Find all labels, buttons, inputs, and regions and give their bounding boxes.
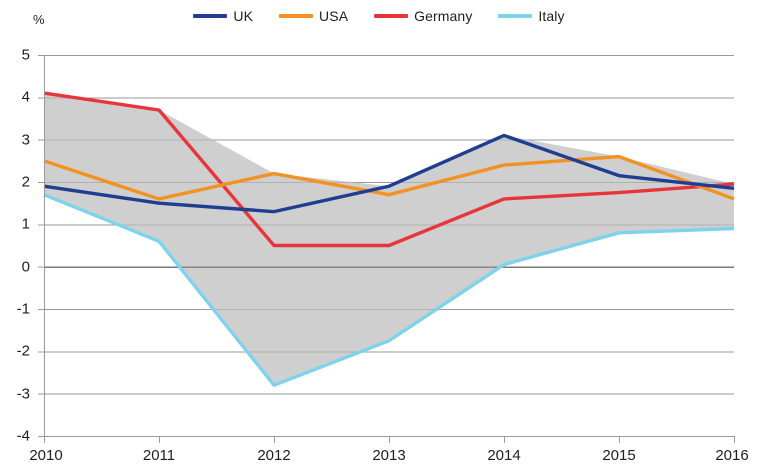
x-tick-label-2013: 2013 (372, 447, 406, 464)
x-tick-label-2014: 2014 (487, 447, 521, 464)
axis-group (38, 55, 735, 443)
series-line-italy (43, 193, 735, 387)
y-tick-label-5: 5 (21, 46, 30, 64)
x-tick-label-2011: 2011 (142, 447, 176, 464)
series-line-uk (43, 133, 735, 214)
x-tick-label-2010: 2010 (29, 447, 63, 464)
y-tick-label--3: -3 (16, 385, 30, 403)
y-tick-label-3: 3 (21, 131, 30, 149)
y-tick-label-4: 4 (21, 88, 30, 106)
y-tick-label--1: -1 (16, 300, 30, 318)
y-axis-unit-label: % (33, 12, 45, 27)
series-line-usa (43, 154, 735, 201)
x-tick-label-2016: 2016 (715, 447, 749, 464)
y-tick-label-1: 1 (21, 215, 30, 233)
series-line-germany (43, 91, 735, 248)
y-tick-label--2: -2 (16, 342, 30, 360)
y-tick-label--4: -4 (16, 427, 30, 445)
y-tick-label-0: 0 (21, 258, 30, 276)
x-tick-label-2015: 2015 (602, 447, 636, 464)
y-tick-label-2: 2 (21, 173, 30, 191)
series-group (43, 91, 735, 387)
x-tick-label-2012: 2012 (257, 447, 291, 464)
